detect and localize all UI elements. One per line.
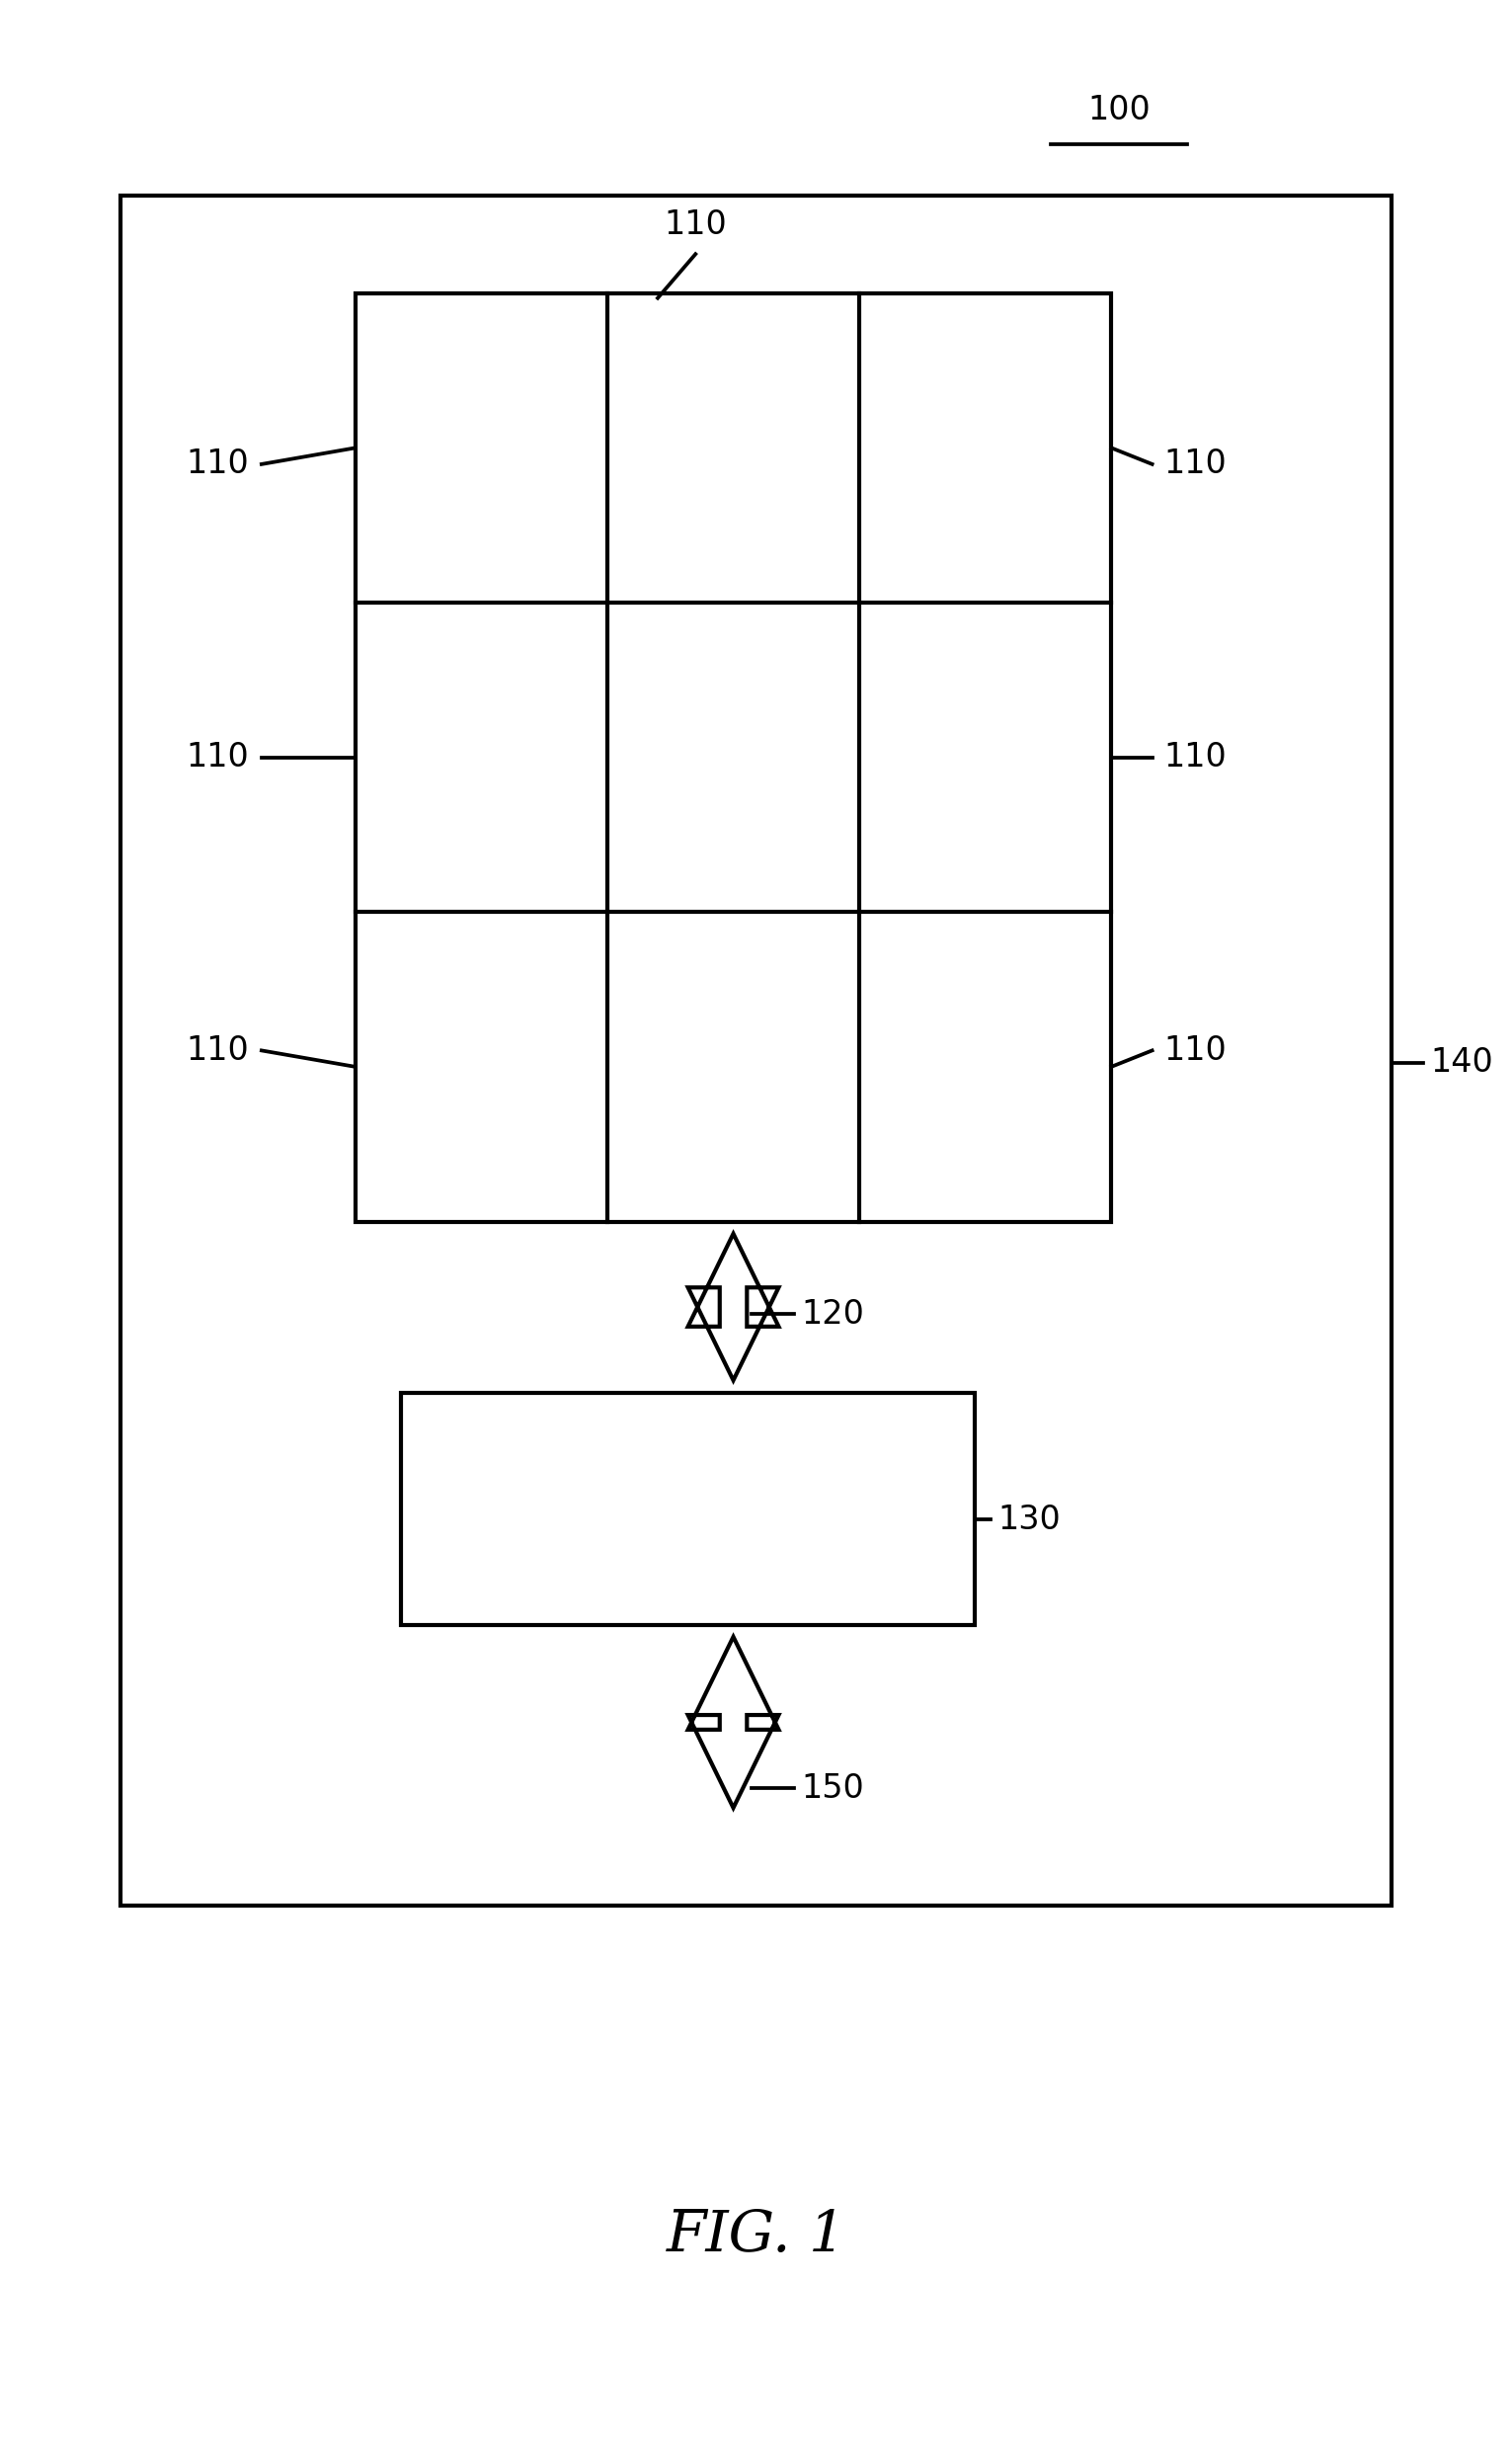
Text: 110: 110 bbox=[186, 740, 249, 774]
Text: 120: 120 bbox=[801, 1297, 865, 1331]
Text: 110: 110 bbox=[186, 1033, 249, 1068]
Text: 130: 130 bbox=[998, 1502, 1061, 1537]
Text: 110: 110 bbox=[1164, 447, 1228, 481]
Text: 110: 110 bbox=[664, 208, 727, 242]
Bar bbox=[121, 195, 1391, 1906]
Text: 110: 110 bbox=[1164, 740, 1228, 774]
Bar bbox=[401, 1393, 975, 1625]
Polygon shape bbox=[688, 1234, 779, 1380]
Text: 150: 150 bbox=[801, 1771, 865, 1805]
Text: 100: 100 bbox=[1087, 93, 1151, 127]
Text: 140: 140 bbox=[1430, 1046, 1494, 1080]
Polygon shape bbox=[688, 1637, 779, 1808]
Bar bbox=[355, 293, 1111, 1222]
Text: FIG. 1: FIG. 1 bbox=[667, 2208, 845, 2262]
Text: 110: 110 bbox=[1164, 1033, 1228, 1068]
Text: 110: 110 bbox=[186, 447, 249, 481]
